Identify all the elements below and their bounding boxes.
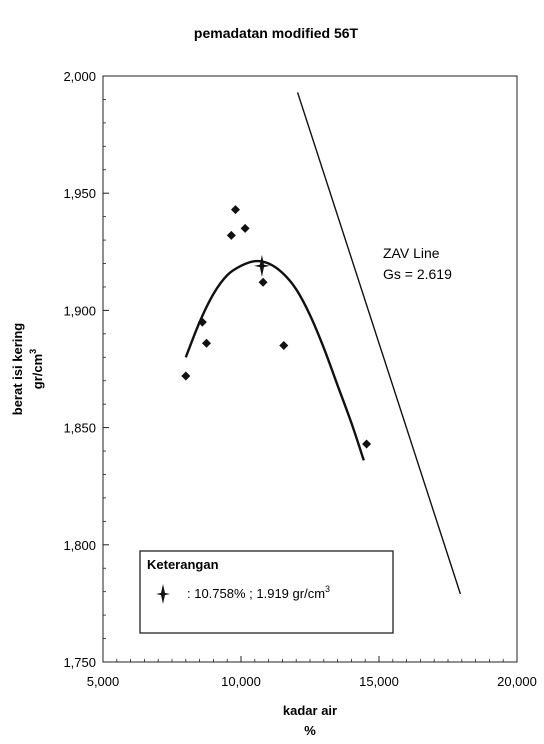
x-axis-title: kadar air <box>283 703 337 718</box>
data-point <box>230 205 240 215</box>
fitted-compaction-curve <box>184 259 365 461</box>
data-point <box>181 371 191 381</box>
y-axis-title: berat isi kering <box>10 323 25 416</box>
y-axis-unit: gr/cm3 <box>28 349 45 389</box>
zav-annotation-line2: Gs = 2.619 <box>383 266 452 282</box>
zav-annotation-line1: ZAV Line <box>383 245 440 261</box>
x-axis-unit: % <box>304 723 316 738</box>
y-tick-label: 1,950 <box>63 186 96 201</box>
data-point <box>240 223 250 233</box>
legend-box <box>139 550 394 634</box>
legend-entry-superscript: 3 <box>325 584 330 594</box>
data-point <box>279 341 289 351</box>
y-axis-unit-group: gr/cm3 <box>28 349 45 389</box>
optimum-point-marker <box>253 254 270 277</box>
data-point <box>362 439 372 449</box>
y-tick-label: 1,800 <box>63 538 96 553</box>
y-tick-label: 1,750 <box>63 655 96 670</box>
data-point <box>202 338 211 348</box>
x-tick-label: 20,000 <box>497 674 537 689</box>
y-tick-label: 2,000 <box>63 69 96 84</box>
axis-ticks: 1,750 1,800 1,850 1,900 1,950 2,000 5,000 10,00… <box>63 69 536 689</box>
zav-line <box>296 92 462 595</box>
data-point <box>226 230 236 240</box>
data-point <box>258 277 268 287</box>
y-tick-label: 1,850 <box>63 421 96 436</box>
x-tick-label: 5,000 <box>87 674 120 689</box>
legend-entry-text: : 10.758% ; 1.919 gr/cm3 <box>187 584 330 601</box>
legend-entry-value: : 10.758% ; 1.919 gr/cm <box>187 586 325 601</box>
y-axis-unit-base: gr/cm <box>30 354 45 389</box>
x-tick-label: 10,000 <box>221 674 261 689</box>
y-axis-title-group: berat isi kering <box>10 323 25 416</box>
chart-marks <box>181 92 462 595</box>
y-axis-unit-superscript: 3 <box>28 349 38 354</box>
legend-optimum-marker <box>156 584 170 604</box>
legend-title: Keterangan <box>147 557 219 572</box>
y-tick-label: 1,900 <box>63 303 96 318</box>
chart-title: pemadatan modified 56T <box>194 25 359 41</box>
x-tick-label: 15,000 <box>359 674 399 689</box>
